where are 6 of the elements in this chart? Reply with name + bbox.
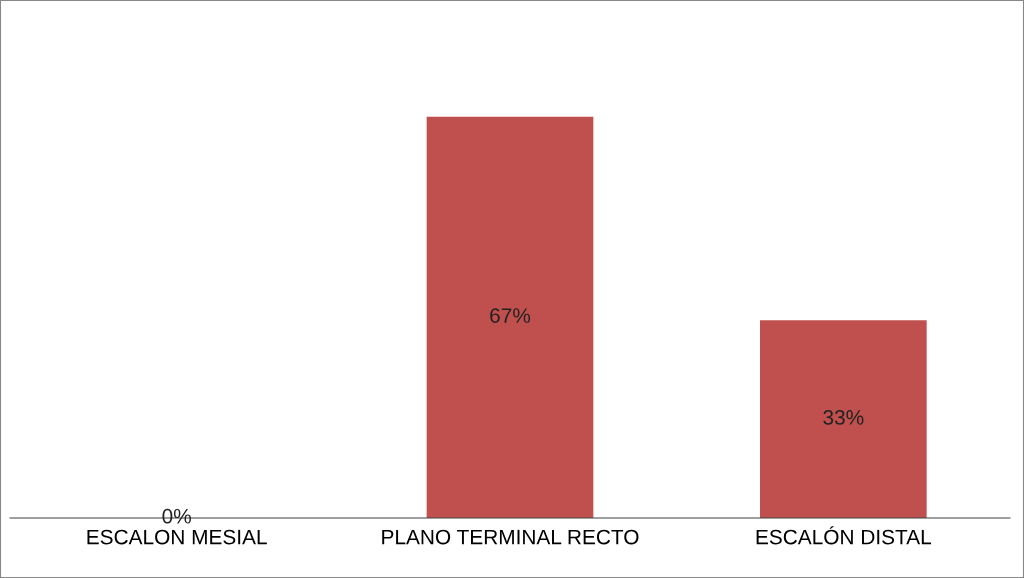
data-label: 67% bbox=[490, 308, 531, 323]
x-tick-label: PLANO TERMINAL RECTO bbox=[382, 529, 639, 545]
x-tick-label: ESCALÓN DISTAL bbox=[756, 526, 932, 545]
data-label: 33% bbox=[823, 410, 864, 425]
data-label: 0% bbox=[162, 508, 191, 524]
x-tick-label: ESCALON MESIAL bbox=[87, 529, 267, 545]
